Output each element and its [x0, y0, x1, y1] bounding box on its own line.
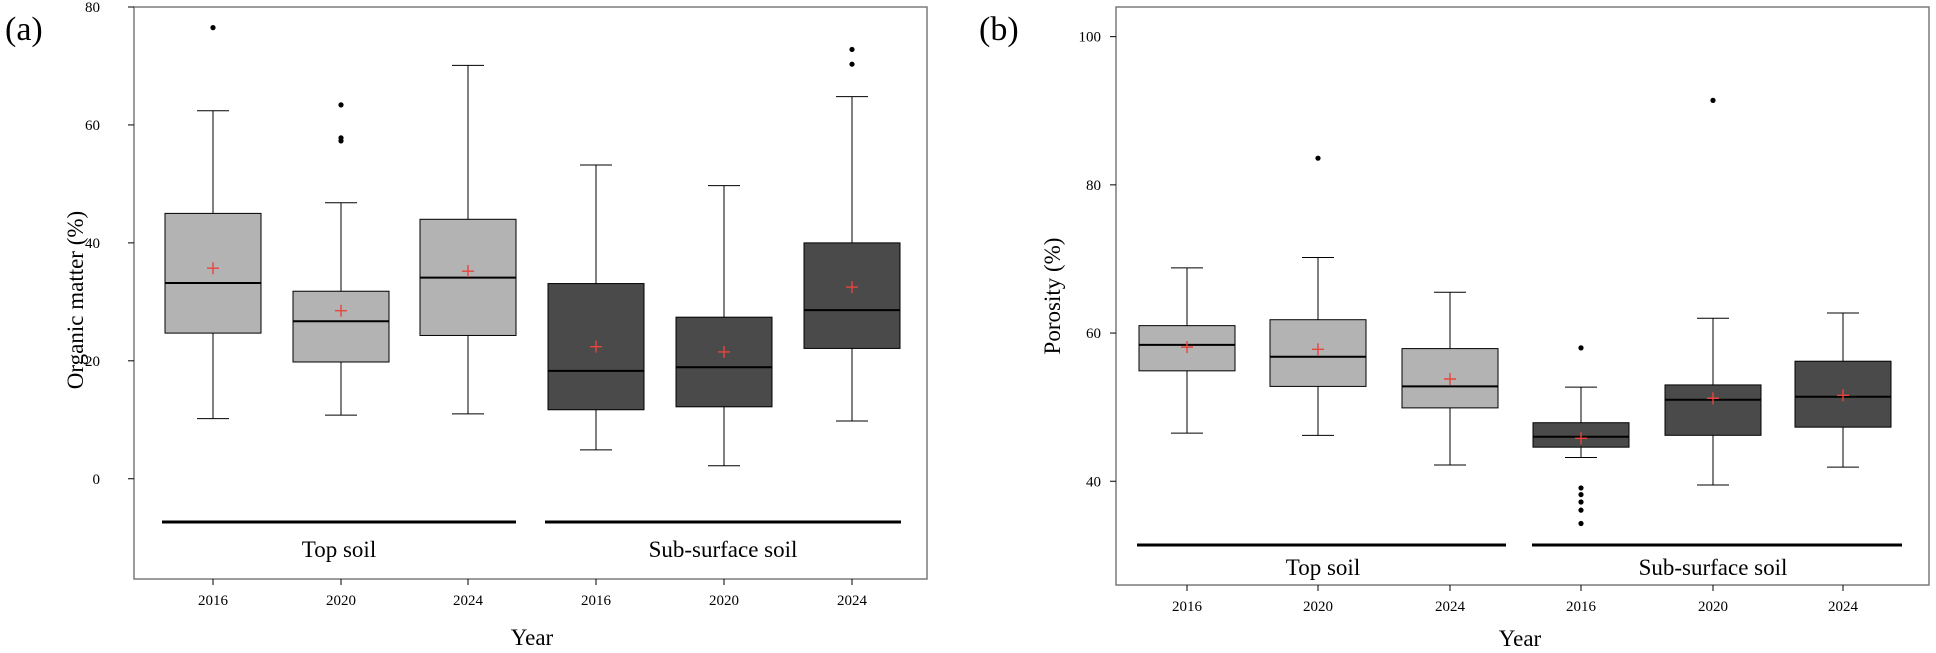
outlier-point [1578, 520, 1584, 527]
mean-marker [718, 345, 730, 358]
mean-marker [1312, 343, 1324, 356]
panel-b-y-tick-label: 80 [1086, 178, 1101, 194]
panel-a: (a) 0 20 40 60 80 2016 2020 2024 2016 2020 2024 T… [5, 0, 928, 650]
panel-a-y-axis-title: Organic matter (%) [63, 211, 88, 389]
outlier-point [210, 25, 216, 31]
outlier-point [849, 46, 855, 53]
mean-marker [846, 281, 858, 294]
iqr-box [675, 316, 773, 408]
mean-marker [1444, 372, 1456, 385]
outlier-point [849, 61, 855, 67]
outlier-point [1578, 485, 1584, 491]
panel-b-box-2 [1401, 291, 1499, 466]
panel-a-boxes [164, 25, 901, 467]
panel-a-box-0 [164, 25, 262, 420]
panel-a-x-tick-label: 2024 [837, 593, 868, 609]
panel-b-y-tick-label: 40 [1086, 474, 1101, 490]
panel-b-box-1 [1269, 155, 1367, 436]
panel-a-x-tick-label: 2024 [453, 593, 484, 609]
outlier-point [1315, 155, 1321, 161]
outlier-point [1578, 507, 1584, 513]
mean-marker [1181, 341, 1193, 354]
panel-b-y-axis-title: Porosity (%) [1040, 238, 1065, 355]
panel-b-x-tick-label: 2020 [1303, 599, 1333, 615]
panel-a-frame [133, 6, 928, 580]
outlier-point [338, 135, 344, 141]
panel-a-box-4 [675, 185, 773, 467]
mean-marker [1707, 392, 1719, 405]
outlier-point [338, 102, 344, 108]
panel-b-y-ticks: 40 60 80 100 [1079, 30, 1116, 490]
panel-a-letter: (a) [5, 11, 43, 48]
outlier-point [1578, 491, 1584, 498]
panel-a-box-3 [547, 164, 645, 451]
iqr-box [803, 242, 901, 349]
panel-b-y-tick-label: 60 [1086, 326, 1101, 342]
mean-marker [590, 340, 602, 353]
panel-b-top-soil-label: Top soil [1286, 555, 1360, 580]
panel-a-y-tick-label: 80 [85, 0, 100, 16]
mean-marker [1575, 432, 1587, 445]
outlier-point [1578, 499, 1584, 505]
panel-b-frame [1115, 6, 1930, 586]
panel-a-y-tick-label: 60 [85, 118, 100, 134]
panel-a-box-1 [292, 102, 390, 416]
panel-a-x-tick-label: 2020 [709, 593, 739, 609]
mean-marker [335, 304, 347, 317]
panel-b-x-tick-label: 2020 [1698, 599, 1728, 615]
mean-marker [1837, 389, 1849, 402]
panel-a-x-tick-label: 2020 [326, 593, 356, 609]
panel-b-x-tick-label: 2024 [1828, 599, 1859, 615]
panel-a-y-tick-label: 20 [85, 354, 100, 370]
panel-a-x-axis-title: Year [511, 625, 554, 650]
panel-a-x-tick-label: 2016 [198, 593, 229, 609]
mean-marker [207, 262, 219, 275]
panel-a-y-ticks: 0 20 40 60 80 [85, 0, 134, 488]
panel-b-letter: (b) [979, 11, 1019, 48]
panel-a-x-ticks: 2016 2020 2024 2016 2020 2024 [198, 579, 868, 609]
panel-b-y-tick-label: 100 [1079, 30, 1102, 46]
panel-a-box-2 [419, 64, 517, 415]
panel-b-x-tick-label: 2016 [1172, 599, 1203, 615]
panel-b-box-0 [1138, 267, 1236, 434]
panel-b-x-ticks: 2016 2020 2024 2016 2020 2024 [1172, 585, 1859, 615]
panel-a-top-soil-label: Top soil [302, 537, 376, 562]
panel-b: (b) 40 60 80 100 2016 2020 2024 2016 2020 2024 T… [979, 6, 1930, 651]
panel-a-subsurface-label: Sub-surface soil [649, 537, 798, 562]
outlier-point [1710, 97, 1716, 103]
panel-b-x-axis-title: Year [1499, 626, 1542, 651]
panel-b-box-5 [1794, 312, 1892, 468]
outlier-point [1578, 345, 1584, 351]
panel-b-subsurface-label: Sub-surface soil [1639, 555, 1788, 580]
panel-b-box-4 [1664, 97, 1762, 486]
panel-a-y-tick-label: 0 [93, 472, 101, 488]
panel-a-x-tick-label: 2016 [581, 593, 612, 609]
panel-b-x-tick-label: 2024 [1435, 599, 1466, 615]
panel-b-boxes [1138, 97, 1892, 527]
panel-b-x-tick-label: 2016 [1566, 599, 1597, 615]
panel-b-box-3 [1532, 345, 1630, 527]
panel-a-y-tick-label: 40 [85, 236, 100, 252]
panel-a-box-5 [803, 46, 901, 422]
iqr-box [292, 290, 390, 363]
mean-marker [462, 265, 474, 278]
